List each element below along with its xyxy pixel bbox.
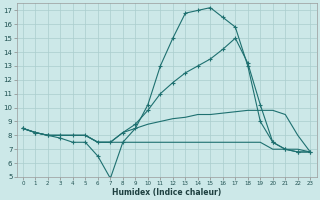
X-axis label: Humidex (Indice chaleur): Humidex (Indice chaleur) [112, 188, 221, 197]
